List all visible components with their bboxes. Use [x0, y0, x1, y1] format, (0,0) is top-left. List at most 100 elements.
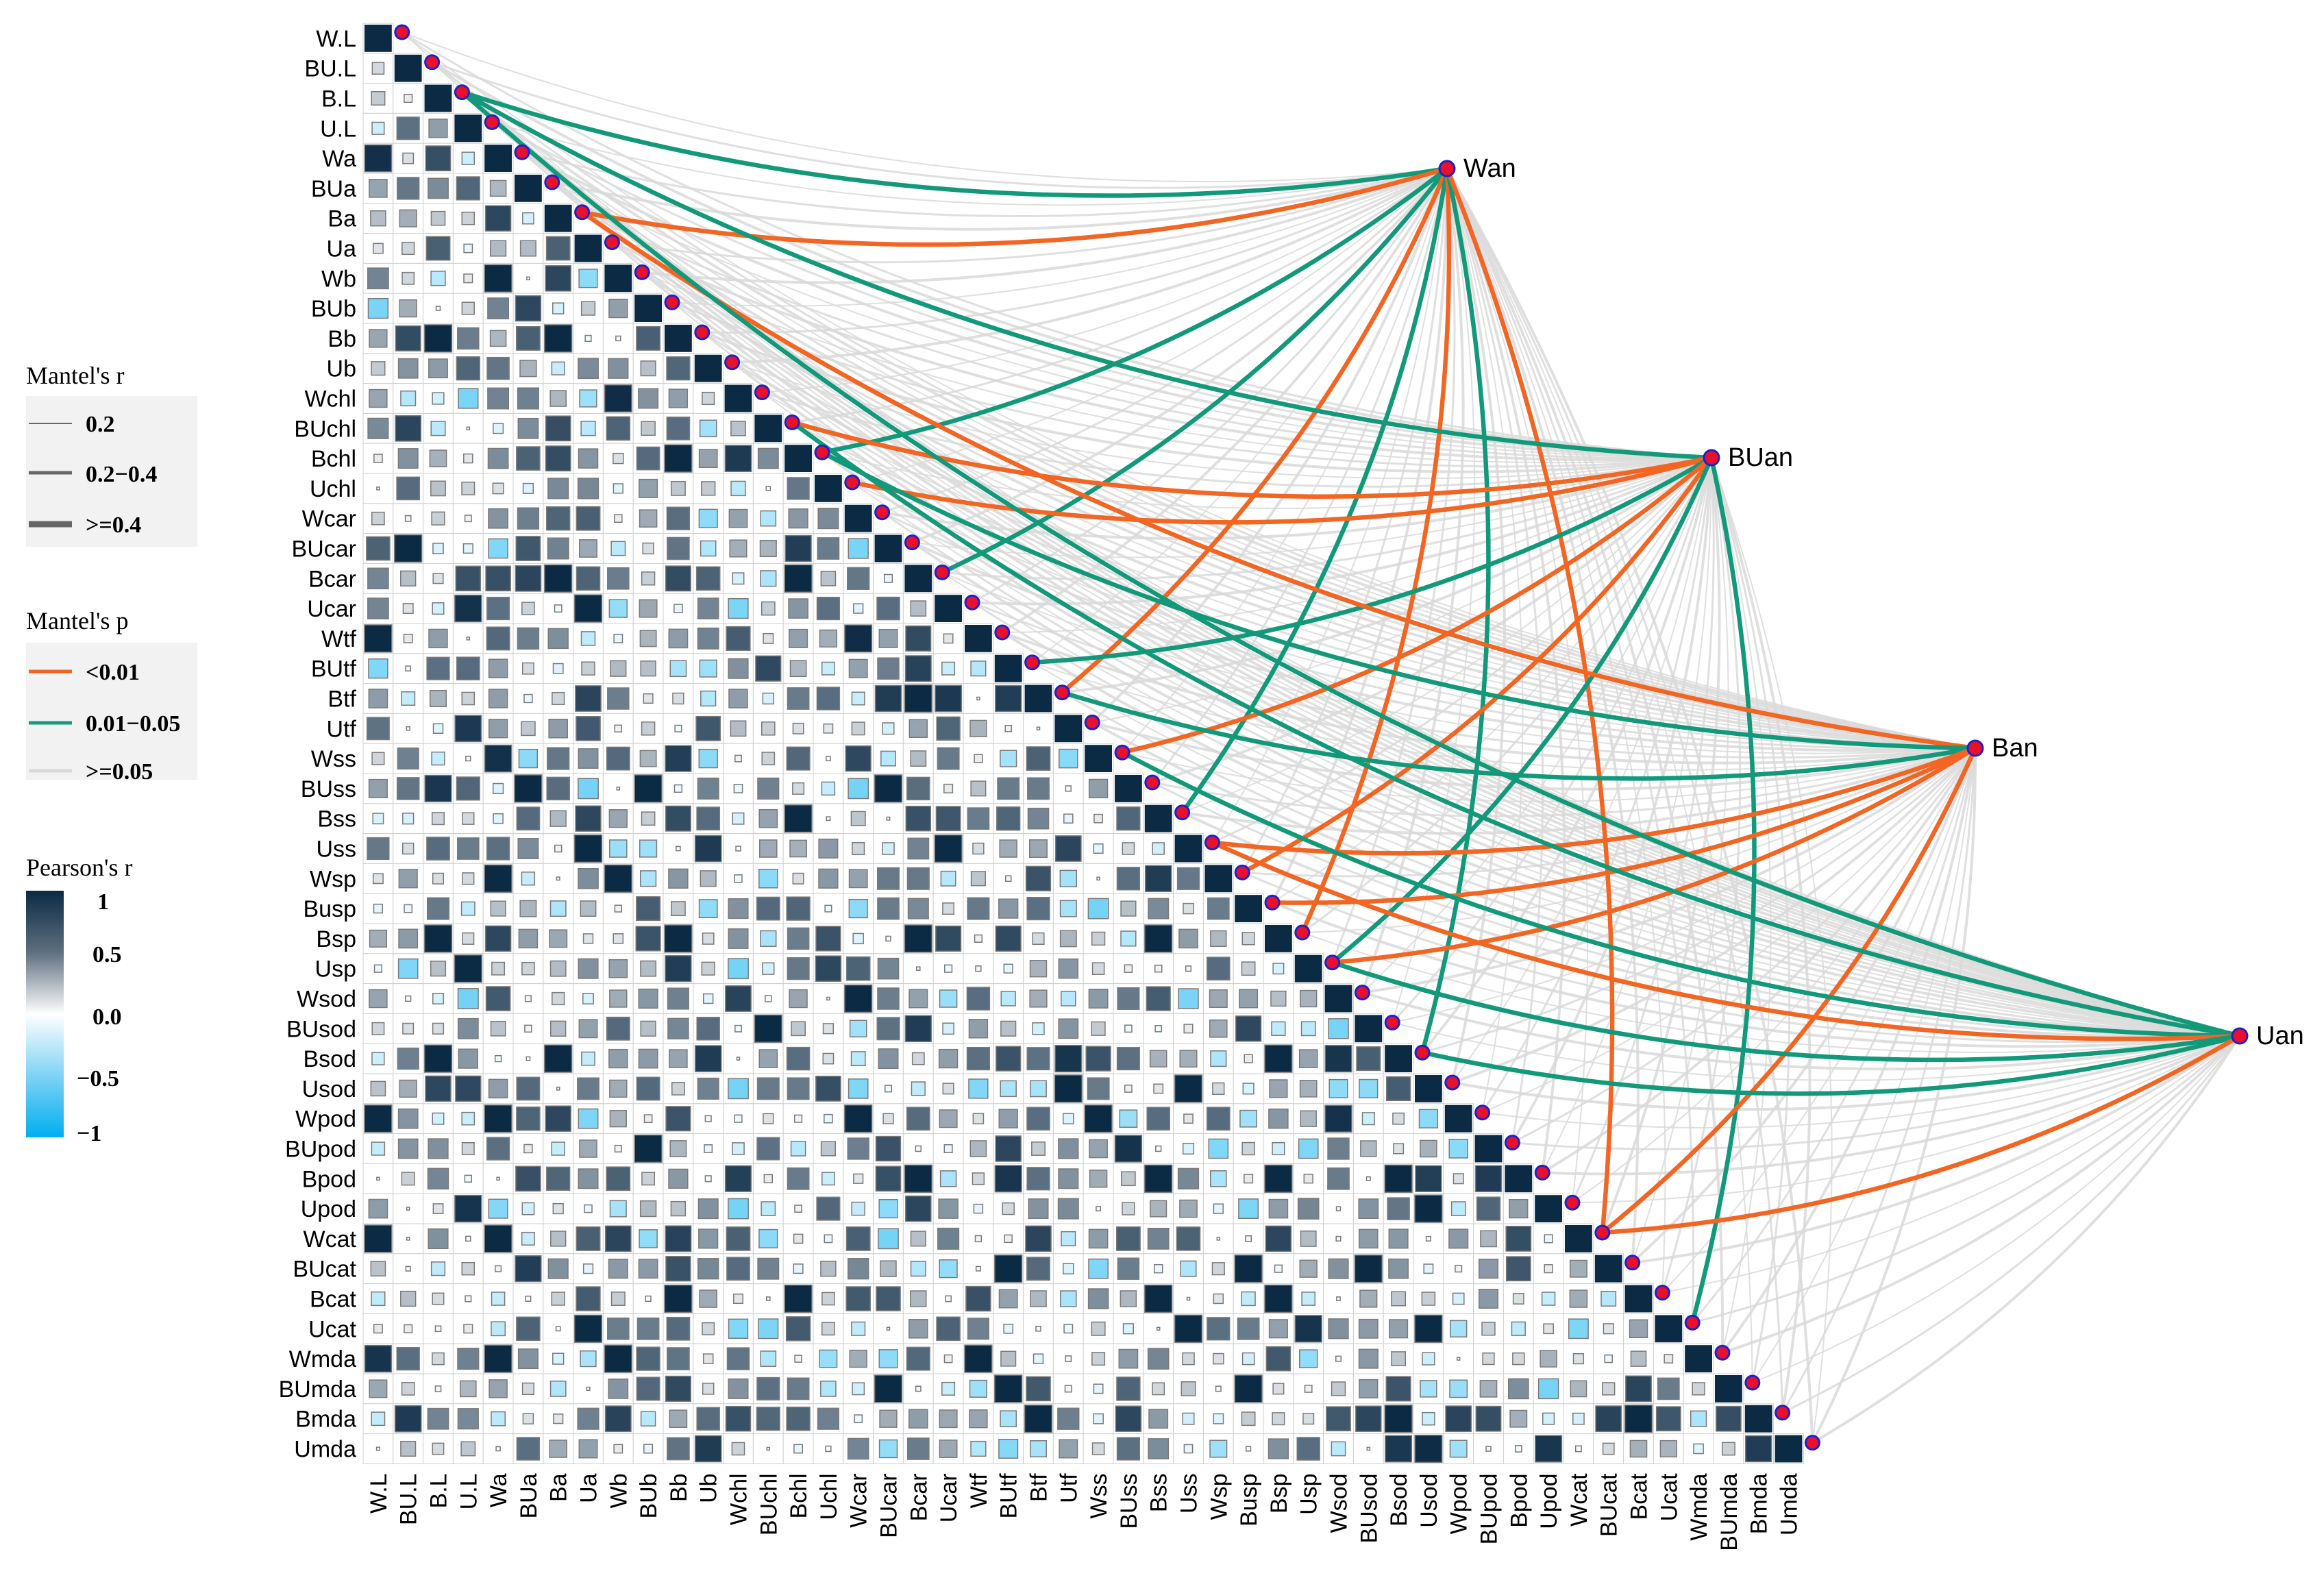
heatmap-cell-bucar-wcar: [848, 538, 869, 559]
heatmap-cell-butf-u-l: [456, 656, 480, 681]
heatmap-cell-uss-ua: [573, 834, 603, 863]
mantel-link-uan-w-l: [401, 32, 2240, 1037]
heatmap-cell-bub-wb: [608, 298, 628, 319]
heatmap-cell-wss-bcar: [910, 750, 927, 767]
heatmap-cell-wcat-busp: [1245, 1235, 1252, 1242]
heatmap-cell-bsp-bchl: [787, 927, 810, 950]
y-tick-label-ba: Ba: [327, 206, 356, 232]
heatmap-cell-wcar-b-l: [431, 511, 445, 526]
heatmap-cell-usod-btf: [1030, 1080, 1047, 1098]
heatmap-cell-wpod-uss: [1183, 1113, 1194, 1124]
heatmap-cell-wss-bucar: [880, 750, 896, 767]
heatmap-cell-buchl-ba: [545, 415, 571, 442]
heatmap-cell-wss-wtf: [974, 754, 983, 763]
heatmap-cell-ua-ba: [545, 236, 571, 261]
y-tick-label-btf: Btf: [327, 687, 356, 713]
variable-node-bmda: [1775, 1405, 1791, 1421]
heatmap-cell-wcar-bchl: [788, 508, 808, 529]
heatmap-cell-butf-bub: [640, 660, 656, 677]
heatmap-cell-wss-bb: [665, 745, 692, 772]
heatmap-cell-utf-utf: [1054, 715, 1083, 743]
heatmap-cell-wpod-w-l: [364, 1104, 393, 1133]
heatmap-cell-wmda-bupod: [1482, 1352, 1495, 1366]
x-tick-label-bcar: Bcar: [906, 1473, 932, 1521]
heatmap-cell-bumda-usp: [1304, 1385, 1313, 1393]
mantel-link-buan-utf: [1092, 457, 1712, 724]
heatmap-cell-bsp-wtf: [974, 934, 982, 943]
heatmap-cell-wss-wb: [606, 746, 630, 771]
heatmap-cell-bumda-wmda: [1692, 1382, 1705, 1396]
heatmap-cell-bcar-bub: [641, 571, 656, 586]
heatmap-cell-ucat-uss: [1174, 1314, 1203, 1343]
heatmap-cell-umda-bu-l: [400, 1440, 417, 1457]
heatmap-cell-ucat-busod: [1358, 1318, 1379, 1339]
heatmap-cell-bss-wb: [608, 809, 628, 828]
x-tick-label-butf: BUtf: [996, 1473, 1022, 1519]
heatmap-cell-ucar-bb: [673, 604, 683, 613]
heatmap-cell-busp-bcar: [907, 898, 929, 919]
heatmap-cell-bpod-bua: [515, 1165, 541, 1192]
heatmap-cell-bumda-w-l: [369, 1379, 388, 1398]
heatmap-cell-usod-ub: [697, 1077, 719, 1100]
heatmap-cell-umda-bupod: [1485, 1446, 1492, 1452]
heatmap-cell-bcar-buchl: [760, 570, 777, 587]
heatmap-cell-wss-ub: [698, 748, 718, 769]
mantel-link-layer: [401, 31, 2241, 1444]
heatmap-cell-bucat-ub: [697, 1258, 719, 1280]
heatmap-cell-wpod-btf: [1026, 1107, 1050, 1131]
heatmap-cell-wa-w-l: [364, 144, 393, 173]
heatmap-cell-uss-bcar: [907, 837, 930, 860]
heatmap-cell-bupod-ucar: [943, 1144, 953, 1154]
heatmap-cell-uchl-ba: [547, 478, 569, 499]
heatmap-cell-uchl-bchl: [787, 477, 810, 500]
heatmap-cell-bg: [543, 713, 574, 744]
y-tick-label-wss: Wss: [311, 746, 356, 772]
heatmap-cell-bucat-upod: [1544, 1264, 1553, 1274]
mantel-link-ban-wsp: [1242, 747, 1976, 878]
heatmap-cell-wpod-buchl: [763, 1113, 774, 1124]
mantel-link-ban-umda: [1811, 748, 1977, 1444]
heatmap-cell-butf-buchl: [755, 655, 782, 682]
heatmap-cell-umda-bmda: [1744, 1435, 1772, 1463]
heatmap-cell-bsod-uchl: [822, 1052, 835, 1065]
correlation-heatmap: [362, 23, 1804, 1464]
heatmap-cell-busp-bchl: [786, 896, 811, 921]
x-tick-label-w-l: W.L: [366, 1473, 392, 1514]
heatmap-cell-bupod-w-l: [371, 1141, 386, 1156]
mantel-link-ban-bsod: [1422, 747, 1977, 1054]
heatmap-cell-bcat-u-l: [465, 1295, 472, 1302]
heatmap-cell-bcat-busod: [1359, 1289, 1378, 1308]
heatmap-cell-wcat-usp: [1300, 1230, 1317, 1247]
heatmap-cell-umda-bsp: [1268, 1438, 1289, 1459]
heatmap-cell-bumda-wss: [1093, 1383, 1104, 1394]
heatmap-cell-butf-bcar: [904, 655, 932, 682]
heatmap-cell-uss-wss: [1093, 843, 1104, 854]
variable-node-bub: [664, 294, 680, 310]
heatmap-cell-ucat-u-l: [463, 1324, 473, 1334]
heatmap-cell-wsod-uss: [1178, 988, 1199, 1009]
heatmap-cell-bucat-wcat: [1569, 1259, 1587, 1278]
heatmap-cell-ucat-bucat: [1603, 1323, 1614, 1335]
heatmap-cell-wcat-utf: [1061, 1231, 1076, 1246]
heatmap-cell-bcat-bcat: [1624, 1285, 1653, 1313]
heatmap-cell-wsp-ba: [556, 876, 560, 881]
heatmap-cell-wsod-bu-l: [405, 995, 412, 1002]
mantel-link-wan-bumda: [1446, 168, 1753, 1383]
heatmap-cell-bupod-ua: [579, 1139, 597, 1158]
heatmap-cell-wmda-bcat: [1630, 1350, 1647, 1367]
heatmap-cell-bmda-bucar: [879, 1409, 898, 1428]
heatmap-cell-bpod-wcar: [853, 1173, 864, 1184]
heatmap-cell-bsp-bsp: [1265, 925, 1292, 952]
mantel-link-buan-bu-l: [431, 61, 1712, 459]
heatmap-cell-ucar-bcar: [910, 600, 927, 617]
heatmap-cell-bupod-bub: [634, 1134, 663, 1163]
heatmap-cell-busp-wchl: [728, 898, 749, 919]
heatmap-cell-utf-ua: [576, 715, 601, 741]
heatmap-cell-usod-wtf: [968, 1078, 989, 1099]
heatmap-cell-usp-u-l: [454, 954, 482, 983]
heatmap-cell-butf-uchl: [821, 661, 835, 676]
heatmap-cell-bcar-w-l: [367, 567, 389, 590]
heatmap-cell-bucar-bu-l: [394, 534, 423, 563]
heatmap-cell-wss-butf: [1000, 750, 1017, 767]
heatmap-cell-bucar-bub: [642, 542, 654, 555]
